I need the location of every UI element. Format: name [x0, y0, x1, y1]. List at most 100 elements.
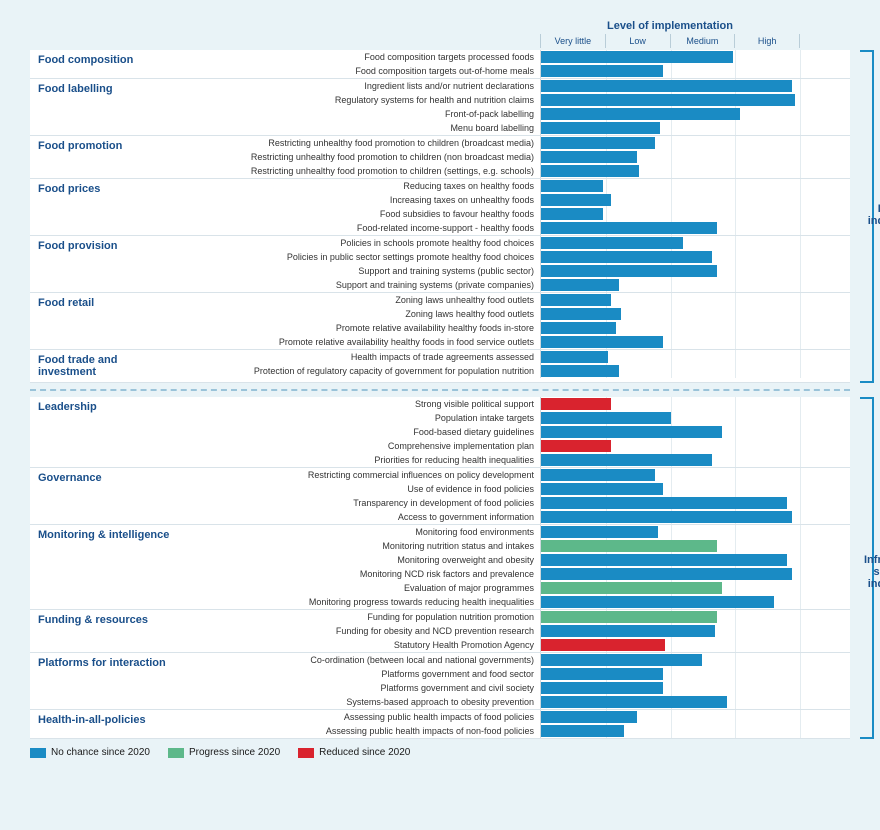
data-row: Promote relative availability healthy fo…	[180, 335, 850, 349]
group-label: Monitoring & intelligence	[30, 525, 180, 609]
bar	[541, 454, 712, 466]
data-row: Food subsidies to favour healthy foods	[180, 207, 850, 221]
bar	[541, 208, 603, 220]
data-row: Restricting commercial influences on pol…	[180, 468, 850, 482]
bar-track	[540, 107, 800, 121]
bar-track	[540, 121, 800, 135]
group: Food pricesReducing taxes on healthy foo…	[30, 179, 850, 236]
bar-track	[540, 321, 800, 335]
bar-track	[540, 397, 800, 411]
bar-track	[540, 595, 800, 609]
bar	[541, 108, 740, 120]
row-label: Health impacts of trade agreements asses…	[180, 352, 540, 362]
bar	[541, 265, 717, 277]
bar	[541, 251, 712, 263]
row-label: Assessing public health impacts of food …	[180, 712, 540, 722]
chart-title: Level of implementation	[540, 20, 800, 32]
bar	[541, 294, 611, 306]
data-row: Monitoring overweight and obesity	[180, 553, 850, 567]
bar	[541, 497, 787, 509]
row-label: Population intake targets	[180, 413, 540, 423]
bar	[541, 440, 611, 452]
bar	[541, 351, 608, 363]
bar	[541, 554, 787, 566]
bar	[541, 526, 658, 538]
data-row: Zoning laws unhealthy food outlets	[180, 293, 850, 307]
row-label: Access to government information	[180, 512, 540, 522]
row-label: Food composition targets out-of-home mea…	[180, 66, 540, 76]
group: Food trade and investmentHealth impacts …	[30, 350, 850, 382]
chart-header: Level of implementation Very littleLowMe…	[30, 20, 850, 48]
group-label: Food promotion	[30, 136, 180, 178]
legend-item: Reduced since 2020	[298, 747, 410, 758]
group: LeadershipStrong visible political suppo…	[30, 397, 850, 468]
bar-track	[540, 496, 800, 510]
bar-track	[540, 236, 800, 250]
data-row: Food-related income-support - healthy fo…	[180, 221, 850, 235]
data-row: Policies in schools promote healthy food…	[180, 236, 850, 250]
data-row: Comprehensive implementation plan	[180, 439, 850, 453]
data-row: Support and training systems (private co…	[180, 278, 850, 292]
data-row: Funding for population nutrition promoti…	[180, 610, 850, 624]
column-header: Very little	[540, 34, 605, 48]
group: Monitoring & intelligenceMonitoring food…	[30, 525, 850, 610]
bar-track	[540, 439, 800, 453]
bar	[541, 540, 717, 552]
bar	[541, 611, 717, 623]
row-label: Transparency in development of food poli…	[180, 498, 540, 508]
row-label: Promote relative availability healthy fo…	[180, 337, 540, 347]
row-label: Strong visible political support	[180, 399, 540, 409]
bar	[541, 483, 663, 495]
row-label: Monitoring progress towards reducing hea…	[180, 597, 540, 607]
group-label: Funding & resources	[30, 610, 180, 652]
row-label: Increasing taxes on unhealthy foods	[180, 195, 540, 205]
column-headers: Very littleLowMediumHigh	[540, 34, 800, 48]
bar	[541, 711, 637, 723]
group-label: Health-in-all-policies	[30, 710, 180, 738]
group: GovernanceRestricting commercial influen…	[30, 468, 850, 525]
bar-track	[540, 510, 800, 524]
data-row: Increasing taxes on unhealthy foods	[180, 193, 850, 207]
bar	[541, 336, 663, 348]
bar-track	[540, 710, 800, 724]
data-row: Systems-based approach to obesity preven…	[180, 695, 850, 709]
data-row: Monitoring food environments	[180, 525, 850, 539]
data-row: Population intake targets	[180, 411, 850, 425]
row-label: Regulatory systems for health and nutrit…	[180, 95, 540, 105]
bar	[541, 696, 727, 708]
bar	[541, 122, 660, 134]
bar-track	[540, 221, 800, 235]
row-label: Restricting unhealthy food promotion to …	[180, 138, 540, 148]
row-label: Statutory Health Promotion Agency	[180, 640, 540, 650]
bar-track	[540, 425, 800, 439]
data-row: Strong visible political support	[180, 397, 850, 411]
bar	[541, 365, 619, 377]
bar	[541, 308, 621, 320]
bar-track	[540, 468, 800, 482]
data-row: Support and training systems (public sec…	[180, 264, 850, 278]
row-label: Monitoring nutrition status and intakes	[180, 541, 540, 551]
data-row: Restricting unhealthy food promotion to …	[180, 150, 850, 164]
bar	[541, 725, 624, 737]
row-label: Policies in schools promote healthy food…	[180, 238, 540, 248]
bar-track	[540, 293, 800, 307]
data-row: Ingredient lists and/or nutrient declara…	[180, 79, 850, 93]
row-label: Promote relative availability healthy fo…	[180, 323, 540, 333]
row-label: Restricting unhealthy food promotion to …	[180, 166, 540, 176]
data-row: Monitoring progress towards reducing hea…	[180, 595, 850, 609]
row-label: Menu board labelling	[180, 123, 540, 133]
group: Food labellingIngredient lists and/or nu…	[30, 79, 850, 136]
section: Food compositionFood composition targets…	[30, 50, 850, 383]
group-label: Leadership	[30, 397, 180, 467]
row-label: Policies in public sector settings promo…	[180, 252, 540, 262]
section-label: Policy indicators	[864, 203, 880, 227]
bar	[541, 51, 733, 63]
row-label: Reducing taxes on healthy foods	[180, 181, 540, 191]
bar-track	[540, 179, 800, 193]
bar	[541, 94, 795, 106]
column-header: High	[734, 34, 800, 48]
legend-swatch	[298, 748, 314, 758]
bar-track	[540, 50, 800, 64]
bar-track	[540, 264, 800, 278]
column-header: Low	[605, 34, 670, 48]
